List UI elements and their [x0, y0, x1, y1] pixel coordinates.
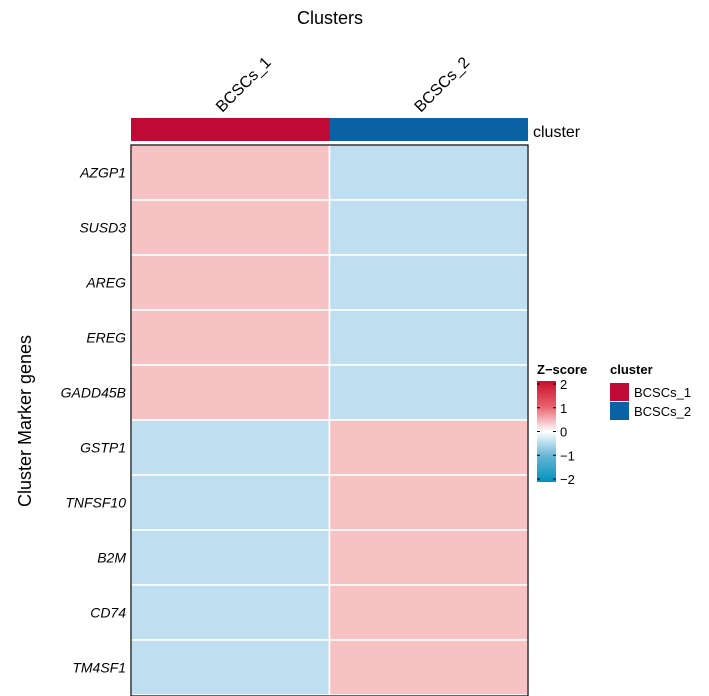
heatmap-cell: [130, 639, 331, 696]
legend-label: BCSCs_1: [634, 385, 691, 400]
heatmap-cell: [328, 529, 529, 586]
heatmap-cell: [130, 529, 331, 586]
heatmap-border: [130, 144, 529, 696]
heatmap-cell: [328, 474, 529, 531]
heatmap-cell: [130, 309, 331, 366]
row-label: EREG: [86, 330, 126, 346]
heatmap-cell: [328, 254, 529, 311]
colorbar-tick-label: 2: [560, 377, 567, 392]
colorbar-tick-label: 1: [560, 401, 567, 416]
chart-title: Clusters: [297, 8, 363, 28]
heatmap-cell: [130, 584, 331, 641]
column-label: BCSCs_2: [412, 54, 474, 116]
column-labels: BCSCs_1 BCSCs_2: [213, 54, 473, 116]
row-label: AREG: [85, 275, 126, 291]
heatmap-cell: [130, 254, 331, 311]
zscore-legend-title: Z−score: [537, 362, 587, 377]
annotation-cell: [329, 118, 528, 141]
heatmap-cell: [328, 639, 529, 696]
heatmap-cell: [130, 474, 331, 531]
colorbar-tick-label: −2: [560, 472, 575, 487]
row-label: CD74: [90, 605, 126, 621]
heatmap-cell: [130, 144, 331, 201]
colorbar-tick-label: −1: [560, 448, 575, 463]
row-label: AZGP1: [79, 165, 126, 181]
heatmap-cell: [130, 364, 331, 421]
y-axis-label: Cluster Marker genes: [15, 335, 35, 507]
row-labels: AZGP1 SUSD3 AREG EREG GADD45B GSTP1 TNFSF10 B2M…: [61, 165, 127, 676]
row-label: TM4SF1: [72, 660, 126, 676]
cluster-legend-title: cluster: [610, 362, 653, 377]
row-label: GSTP1: [80, 440, 126, 456]
cluster-annotation-bar: [131, 118, 528, 141]
column-label: BCSCs_1: [213, 54, 275, 116]
legend-swatch: [610, 402, 629, 420]
row-label: GADD45B: [61, 385, 126, 401]
heatmap-cell: [328, 199, 529, 256]
zscore-colorbar: [537, 381, 556, 482]
heatmap-cell: [130, 419, 331, 476]
heatmap-cells: [130, 144, 529, 696]
zscore-legend: Z−score 2 1 0 −1 −2: [537, 362, 587, 487]
cluster-legend: cluster BCSCs_1 BCSCs_2: [610, 362, 691, 420]
row-label: SUSD3: [79, 220, 126, 236]
heatmap-cell: [130, 199, 331, 256]
heatmap-cell: [328, 364, 529, 421]
annotation-label: cluster: [533, 124, 581, 141]
heatmap-cell: [328, 309, 529, 366]
colorbar-tick-label: 0: [560, 425, 567, 440]
row-label: B2M: [97, 550, 126, 566]
heatmap-cell: [328, 144, 529, 201]
heatmap-cell: [328, 419, 529, 476]
heatmap-cell: [328, 584, 529, 641]
legend-swatch: [610, 383, 629, 401]
annotation-cell: [131, 118, 330, 141]
row-label: TNFSF10: [65, 495, 126, 511]
legend-label: BCSCs_2: [634, 404, 691, 419]
